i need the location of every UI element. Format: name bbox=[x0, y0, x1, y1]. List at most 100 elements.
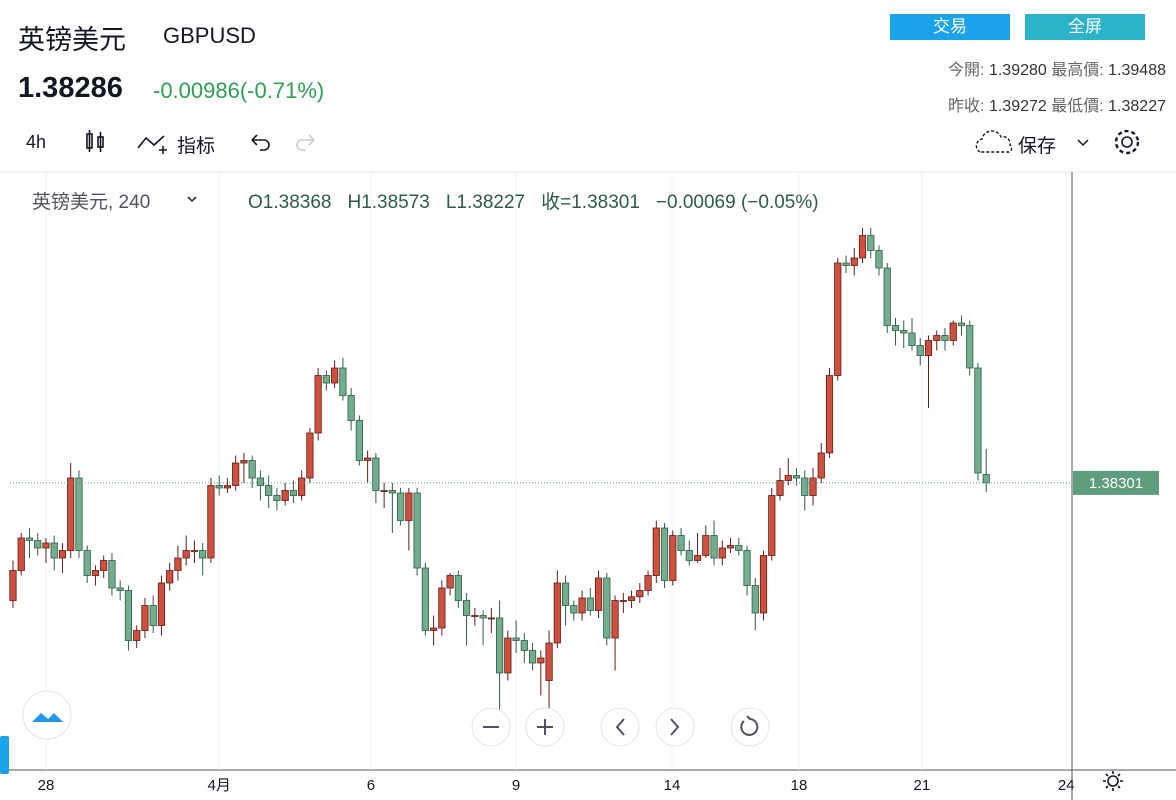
legend-item: H1.38573 bbox=[347, 192, 429, 213]
candle-body bbox=[364, 457, 372, 461]
candle-body bbox=[759, 555, 768, 614]
candle-body bbox=[949, 322, 957, 341]
toolbar-icons bbox=[86, 130, 315, 154]
candle-body bbox=[776, 480, 784, 496]
candle-body bbox=[83, 550, 91, 576]
candle-body bbox=[215, 485, 223, 489]
candle-body bbox=[801, 477, 809, 496]
candle-body bbox=[430, 627, 438, 631]
candle-body bbox=[900, 330, 908, 334]
candle-body bbox=[825, 375, 834, 454]
candle-body bbox=[537, 657, 545, 664]
candle-body bbox=[454, 575, 462, 601]
candle-body bbox=[421, 567, 429, 631]
candle-body bbox=[974, 367, 982, 474]
candle-body bbox=[207, 485, 215, 559]
candle-body bbox=[199, 550, 207, 559]
settings-icon[interactable] bbox=[1121, 136, 1133, 148]
logo-button[interactable] bbox=[22, 690, 72, 740]
stat-value: 1.39280 bbox=[988, 62, 1047, 79]
side-tab[interactable] bbox=[0, 736, 9, 774]
candle-body bbox=[792, 475, 801, 479]
candle-body bbox=[166, 570, 174, 584]
candle-body bbox=[232, 462, 240, 486]
candle-body bbox=[941, 335, 949, 341]
reset[interactable] bbox=[730, 707, 770, 747]
candle-body bbox=[520, 640, 528, 651]
axis-settings[interactable] bbox=[1103, 771, 1123, 791]
legend-item: 收=1.38301 bbox=[541, 191, 640, 213]
candle-body bbox=[289, 490, 297, 496]
candle-body bbox=[58, 550, 67, 559]
candle-body bbox=[388, 490, 396, 494]
candle-body bbox=[380, 490, 388, 492]
candle-body bbox=[75, 477, 83, 551]
candle-body bbox=[314, 375, 322, 434]
candle-body bbox=[438, 587, 446, 629]
redo-icon[interactable] bbox=[296, 134, 315, 151]
legend-dropdown[interactable] bbox=[187, 196, 197, 203]
legend-item: −0.00069 (−0.05%) bbox=[656, 192, 819, 213]
candle-body bbox=[100, 560, 108, 571]
logo bbox=[32, 713, 63, 722]
candle-body bbox=[669, 535, 677, 581]
candle-body bbox=[17, 537, 25, 571]
candle-body bbox=[446, 575, 454, 589]
candle-body bbox=[636, 590, 644, 598]
candle-body bbox=[306, 432, 314, 479]
candle-body bbox=[834, 262, 842, 376]
interval[interactable]: 4h bbox=[26, 132, 47, 152]
candle-body bbox=[933, 335, 941, 341]
scroll-left[interactable] bbox=[600, 707, 640, 747]
x-tick-label: 14 bbox=[664, 777, 681, 794]
candle-body bbox=[487, 617, 495, 620]
trade-button[interactable]: 交易 bbox=[890, 14, 1010, 40]
candle-body bbox=[223, 485, 232, 489]
candle-body bbox=[916, 345, 924, 356]
undo-icon[interactable] bbox=[251, 134, 270, 151]
candle-body bbox=[867, 235, 875, 251]
candle-body bbox=[256, 477, 265, 486]
candle-body bbox=[751, 585, 759, 614]
indicator-icon[interactable] bbox=[137, 135, 165, 149]
candle-body bbox=[850, 257, 858, 266]
candle-body bbox=[685, 550, 693, 561]
stat-value: 1.39272 bbox=[988, 98, 1047, 115]
candle-body bbox=[957, 322, 966, 326]
save[interactable]: 保存 bbox=[1018, 136, 1057, 157]
candle-body bbox=[240, 460, 248, 464]
candle-body bbox=[91, 570, 100, 576]
candle-body bbox=[9, 570, 17, 601]
fullscreen-button[interactable]: 全屏 bbox=[1025, 14, 1145, 40]
candle-body bbox=[50, 542, 58, 559]
candle-body bbox=[966, 325, 974, 369]
candle-body bbox=[710, 535, 718, 559]
nav-icons bbox=[483, 715, 759, 736]
candle-body bbox=[471, 615, 479, 617]
indicators[interactable]: 指标 bbox=[177, 136, 216, 157]
candle-body bbox=[479, 615, 487, 619]
candle-body bbox=[809, 477, 817, 496]
candle-body bbox=[372, 457, 380, 491]
candle-body bbox=[858, 235, 867, 259]
candle-body bbox=[141, 605, 149, 631]
candle-body bbox=[982, 474, 990, 484]
candle-body bbox=[190, 550, 199, 552]
candle-body bbox=[644, 575, 652, 591]
scroll-right[interactable] bbox=[655, 707, 695, 747]
stats-row: 今開: 1.39280 最高價: 1.39488 bbox=[948, 56, 1166, 80]
legend-item: O1.38368 bbox=[248, 192, 331, 213]
candle-body bbox=[660, 527, 669, 581]
candle-body bbox=[322, 375, 330, 384]
candle-body bbox=[726, 545, 735, 549]
candle-body bbox=[545, 642, 553, 681]
candle-body bbox=[702, 535, 710, 556]
candle-body bbox=[718, 547, 726, 559]
legend-name: 英镑美元, 240 bbox=[32, 191, 150, 213]
candle-body bbox=[405, 492, 413, 521]
candle-body bbox=[693, 555, 702, 561]
candle-body bbox=[528, 650, 537, 664]
candle-body bbox=[182, 550, 190, 559]
